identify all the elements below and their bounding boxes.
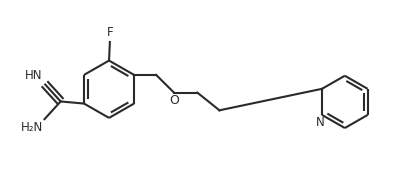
Text: F: F	[107, 26, 113, 39]
Text: N: N	[316, 116, 325, 129]
Text: HN: HN	[25, 69, 43, 82]
Text: H₂N: H₂N	[21, 121, 43, 134]
Text: O: O	[169, 94, 179, 107]
